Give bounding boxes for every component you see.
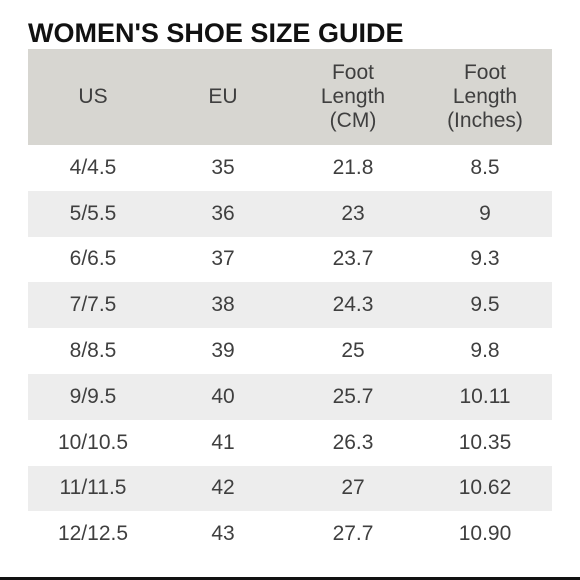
table-row: 10/10.5 41 26.3 10.35 bbox=[28, 419, 552, 466]
cell-cm: 23.7 bbox=[288, 236, 418, 283]
cell-us: 8/8.5 bbox=[28, 328, 158, 374]
header-eu-line: EU bbox=[208, 85, 238, 108]
table-row: 5/5.5 36 23 9 bbox=[28, 190, 552, 237]
cell-eu: 38 bbox=[158, 282, 288, 329]
header-in-line-3: (Inches) bbox=[447, 109, 523, 132]
size-table: US EU Foot Length (CM) Foot Length (Inch… bbox=[28, 49, 552, 558]
header-row: US EU Foot Length (CM) Foot Length (Inch… bbox=[28, 49, 552, 145]
cell-inches: 10.11 bbox=[418, 373, 552, 420]
table-header: US EU Foot Length (CM) Foot Length (Inch… bbox=[28, 49, 552, 145]
table-row: 4/4.5 35 21.8 8.5 bbox=[28, 145, 552, 191]
cell-eu: 37 bbox=[158, 236, 288, 283]
header-cm-line-3: (CM) bbox=[329, 109, 377, 132]
cell-inches: 10.35 bbox=[418, 419, 552, 466]
table-body: 4/4.5 35 21.8 8.5 5/5.5 36 23 9 6/6.5 37… bbox=[28, 145, 552, 558]
cell-eu: 35 bbox=[158, 145, 288, 191]
cell-eu: 42 bbox=[158, 465, 288, 512]
cell-cm: 21.8 bbox=[288, 145, 418, 191]
cell-eu: 43 bbox=[158, 511, 288, 558]
cell-cm: 25 bbox=[288, 328, 418, 374]
table-row: 9/9.5 40 25.7 10.11 bbox=[28, 373, 552, 420]
cell-inches: 9 bbox=[418, 190, 552, 237]
header-us-line: US bbox=[78, 85, 108, 108]
header-us: US bbox=[28, 49, 158, 145]
cell-cm: 23 bbox=[288, 190, 418, 237]
cell-cm: 27.7 bbox=[288, 511, 418, 558]
cell-inches: 9.5 bbox=[418, 282, 552, 329]
table-row: 6/6.5 37 23.7 9.3 bbox=[28, 236, 552, 283]
header-cm-line-1: Foot bbox=[331, 61, 375, 84]
cell-us: 12/12.5 bbox=[28, 511, 158, 558]
cell-us: 11/11.5 bbox=[28, 465, 158, 512]
cell-eu: 41 bbox=[158, 419, 288, 466]
cell-eu: 36 bbox=[158, 190, 288, 237]
header-in-line-1: Foot bbox=[463, 61, 507, 84]
cell-us: 5/5.5 bbox=[28, 190, 158, 237]
cell-cm: 27 bbox=[288, 465, 418, 512]
cell-inches: 10.90 bbox=[418, 511, 552, 558]
cell-us: 10/10.5 bbox=[28, 419, 158, 466]
header-cm-line-2: Length bbox=[320, 85, 386, 108]
cell-inches: 9.8 bbox=[418, 328, 552, 374]
cell-cm: 25.7 bbox=[288, 373, 418, 420]
cell-us: 9/9.5 bbox=[28, 373, 158, 420]
header-foot-length-cm: Foot Length (CM) bbox=[288, 49, 418, 145]
table-row: 8/8.5 39 25 9.8 bbox=[28, 328, 552, 374]
cell-inches: 10.62 bbox=[418, 465, 552, 512]
bottom-divider bbox=[0, 577, 580, 580]
page-title: WOMEN'S SHOE SIZE GUIDE bbox=[28, 18, 404, 48]
cell-eu: 39 bbox=[158, 328, 288, 374]
header-foot-length-inches: Foot Length (Inches) bbox=[418, 49, 552, 145]
cell-cm: 26.3 bbox=[288, 419, 418, 466]
cell-us: 6/6.5 bbox=[28, 236, 158, 283]
header-in-line-2: Length bbox=[452, 85, 518, 108]
cell-inches: 8.5 bbox=[418, 145, 552, 191]
table-row: 12/12.5 43 27.7 10.90 bbox=[28, 511, 552, 558]
cell-eu: 40 bbox=[158, 373, 288, 420]
cell-inches: 9.3 bbox=[418, 236, 552, 283]
cell-cm: 24.3 bbox=[288, 282, 418, 329]
table-row: 11/11.5 42 27 10.62 bbox=[28, 465, 552, 512]
cell-us: 7/7.5 bbox=[28, 282, 158, 329]
table-row: 7/7.5 38 24.3 9.5 bbox=[28, 282, 552, 329]
cell-us: 4/4.5 bbox=[28, 145, 158, 191]
header-eu: EU bbox=[158, 49, 288, 145]
